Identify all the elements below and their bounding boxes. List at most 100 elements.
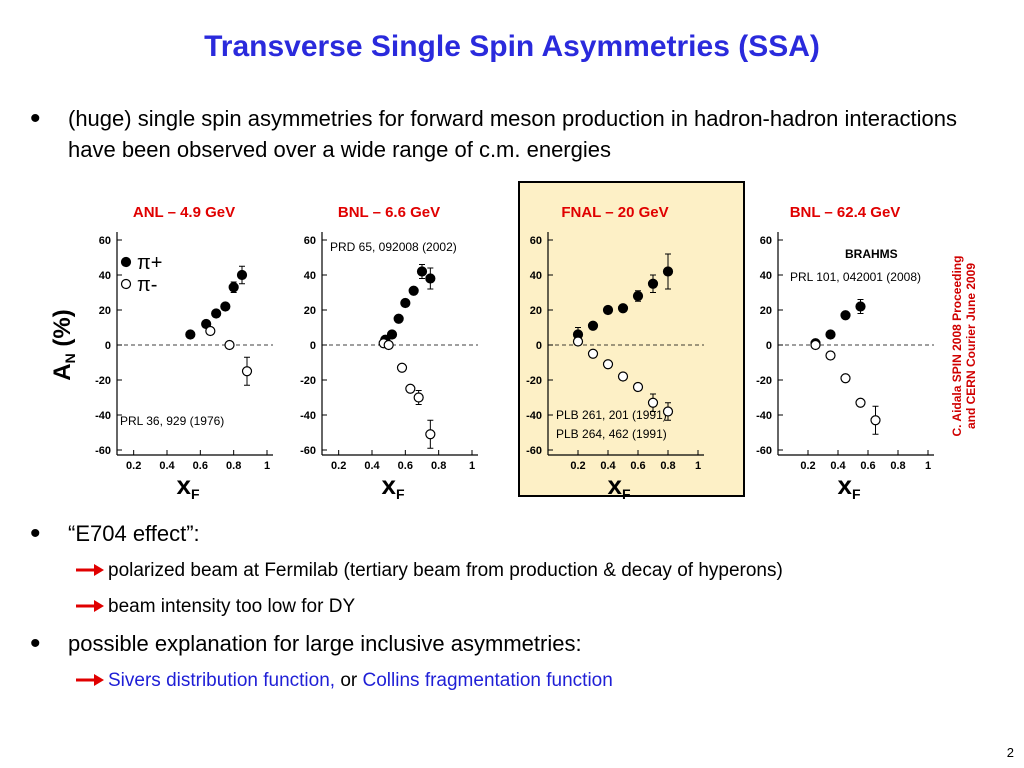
y-tick-label: 60 [99,235,111,247]
y-tick-label: 20 [304,305,316,317]
y-tick-label: 40 [99,270,111,282]
side-note: C. Aidala SPIN 2008 Proceeding and CERN C… [950,236,978,456]
data-point [855,301,866,312]
data-point [405,383,416,394]
x-label-sub: F [191,486,200,502]
y-tick-label: -20 [95,375,111,387]
data-point [632,381,644,393]
y-tick-label: 60 [530,235,542,247]
y-axis-label: AN (%) [49,309,78,380]
x-axis-label: xF [837,470,860,502]
annotation: PRL 36, 929 (1976) [120,414,224,428]
arrow [74,598,106,620]
data-point [617,303,629,314]
chart-title: BNL – 6.6 GeV [338,204,440,221]
y-tick-label: 0 [536,340,542,352]
bullet: • possible explanation for large inclusiv… [30,628,968,659]
side-note-line: C. Aidala SPIN 2008 Proceeding [950,255,964,437]
data-point [386,329,398,340]
x-tick-label: 1 [925,460,931,472]
y-tick-label: 0 [105,340,111,352]
y-tick-label: -40 [300,410,316,422]
legend-marker [120,278,132,290]
data-point [383,339,394,351]
x-label-sub: F [622,486,631,502]
x-axis-label: xF [176,470,199,502]
data-point [647,278,659,289]
bullet: • “E704 effect”: [30,518,968,549]
data-point [587,348,599,359]
x-tick-label: 0.8 [660,460,675,472]
y-label-unit: (%) [49,309,76,353]
annotation: PRL 101, 042001 (2008) [790,270,921,284]
x-tick-label: 0.6 [398,460,413,472]
y-tick-label: -40 [756,410,772,422]
data-point [602,359,614,370]
sub-bullet: beam intensity too low for DY [76,596,355,618]
x-axis-label: xF [381,470,404,502]
side-note-line: and CERN Courier June 2009 [964,262,978,430]
sub-bullet: Sivers distribution function, or Collins… [76,670,613,692]
data-point [211,308,222,319]
x-tick-label: 0.2 [800,460,815,472]
chart-title: BNL – 62.4 GeV [790,204,901,221]
data-point [228,282,239,293]
data-point [408,285,419,296]
sub-bullet: polarized beam at Fermilab (tertiary bea… [76,560,783,582]
sub-text: Sivers distribution function, [108,670,336,691]
x-label-main: x [607,470,622,500]
arrow [74,672,106,694]
data-point [425,273,436,284]
data-point [425,429,436,440]
y-tick-label: 40 [530,270,542,282]
data-point [825,329,836,340]
y-tick-label: 40 [760,270,772,282]
sub-text: Collins fragmentation function [362,670,613,691]
x-axis-label: xF [607,470,630,502]
annotation: PLB 261, 201 (1991) [556,408,667,422]
x-label-main: x [176,470,191,500]
y-tick-label: 0 [766,340,772,352]
x-tick-label: 0.8 [890,460,905,472]
legend-marker [120,256,132,268]
y-tick-label: 60 [304,235,316,247]
x-tick-label: 0.6 [860,460,875,472]
x-tick-label: 0.2 [126,460,141,472]
legend-label: π+ [137,252,162,274]
data-point [870,415,881,426]
data-point [205,325,216,337]
y-tick-label: 20 [760,305,772,317]
x-tick-label: 0.8 [431,460,446,472]
x-tick-label: 0.2 [570,460,585,472]
data-point [855,397,866,408]
y-tick-label: -60 [300,445,316,457]
data-point [396,362,408,373]
y-tick-label: -40 [95,410,111,422]
bullet: • (huge) single spin asymmetries for forw… [30,103,978,165]
y-label-sub: N [62,353,78,363]
x-tick-label: 0.6 [193,460,208,472]
y-tick-label: -20 [526,375,542,387]
x-tick-label: 0.4 [830,460,846,472]
sub-text: or [335,670,363,691]
x-tick-label: 1 [264,460,270,472]
data-point [662,406,674,417]
annotation: PRD 65, 092008 (2002) [330,240,457,254]
data-point [236,269,248,281]
bullet-dot: • [30,102,41,135]
x-tick-label: 0.4 [159,460,175,472]
bullet-dot: • [30,517,41,550]
annotation: BRAHMS [845,247,898,261]
data-point [400,297,411,309]
y-tick-label: -20 [300,375,316,387]
x-tick-label: 0.2 [331,460,346,472]
x-tick-label: 1 [469,460,475,472]
data-point [632,290,644,302]
data-point [393,313,404,324]
x-tick-label: 1 [695,460,701,472]
data-point [587,320,599,331]
bullet-text: “E704 effect”: [68,521,200,546]
arrow [74,562,106,584]
